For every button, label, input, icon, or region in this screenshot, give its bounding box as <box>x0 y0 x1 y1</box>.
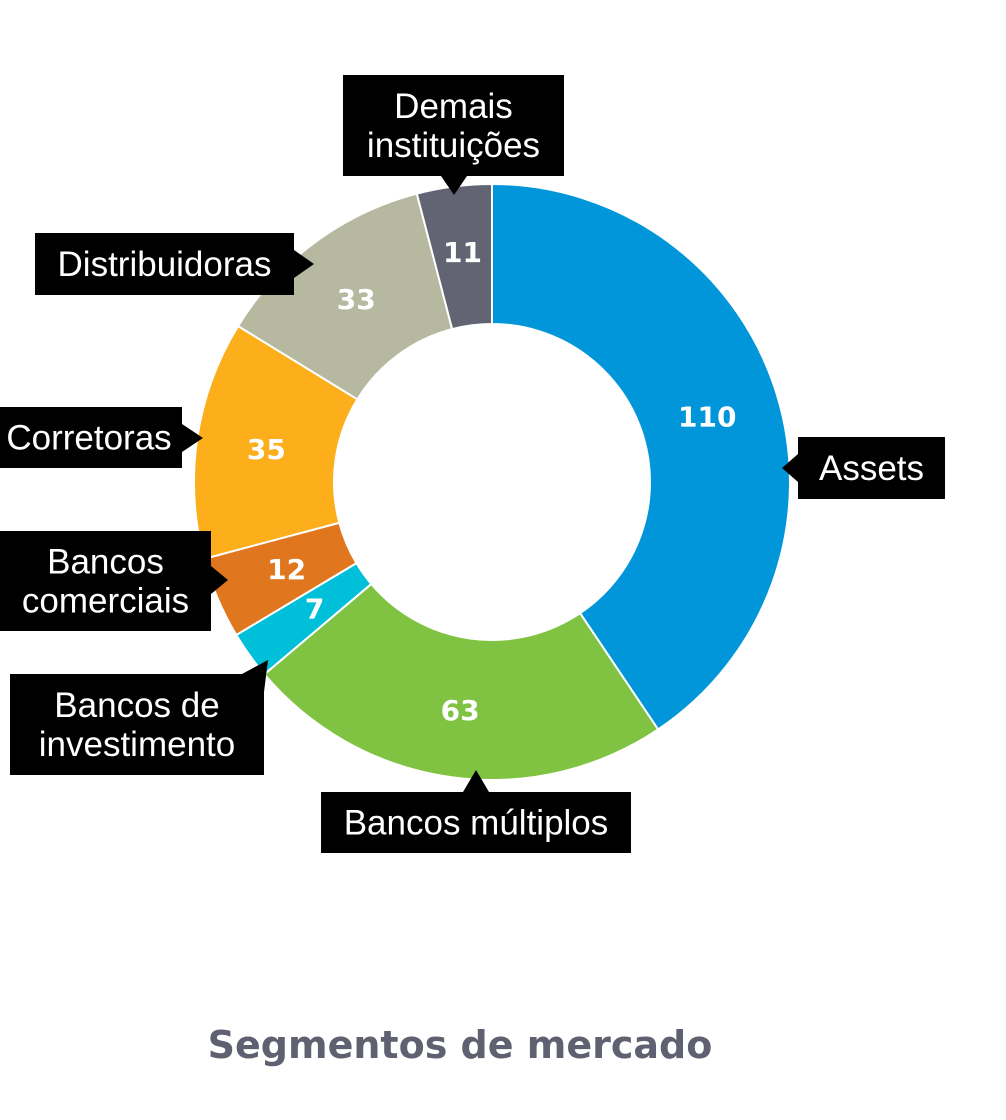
category-label: Bancos <box>47 543 164 582</box>
callout-pointer <box>782 454 798 482</box>
value-labels: 110 63 7 12 35 33 11 <box>247 236 737 727</box>
callout-box <box>321 792 631 853</box>
callout-box <box>798 437 945 499</box>
callout-pointer <box>242 660 268 692</box>
callout-box <box>10 674 264 775</box>
category-label: Bancos de <box>54 686 219 725</box>
value-label: 63 <box>441 694 480 727</box>
callout-box <box>35 233 294 295</box>
callout-corretoras: Corretoras <box>0 407 203 468</box>
callout-pointer <box>294 250 314 278</box>
callout-box <box>343 75 564 176</box>
callout-assets: Assets <box>782 437 945 499</box>
category-label: Demais <box>394 87 513 126</box>
donut-slices <box>193 182 791 781</box>
category-label: Distribuidoras <box>58 245 272 284</box>
callout-box <box>0 407 182 468</box>
callout-pointer <box>211 566 228 594</box>
callout-pointer <box>182 424 203 452</box>
callout-distribuidoras: Distribuidoras <box>35 233 314 295</box>
category-label: comerciais <box>22 582 189 621</box>
value-label: 11 <box>443 236 482 269</box>
callout-pointer <box>441 176 467 195</box>
slice-bancos-m-ltiplos <box>262 582 660 781</box>
category-label: Bancos múltiplos <box>344 804 609 843</box>
category-label: instituições <box>367 126 540 165</box>
value-label: 35 <box>247 433 286 466</box>
chart-caption: Segmentos de mercado <box>208 1023 713 1067</box>
value-label: 110 <box>678 400 736 433</box>
slice-demais-institui-es <box>415 182 493 331</box>
slice-assets <box>491 182 791 731</box>
callout-bancos-m-ltiplos: Bancos múltiplos <box>321 770 631 853</box>
value-label: 7 <box>305 593 324 626</box>
value-label: 12 <box>267 553 306 586</box>
category-label: Assets <box>819 449 924 488</box>
callout-box <box>0 531 211 631</box>
callout-pointer <box>463 770 489 792</box>
value-label: 33 <box>337 283 376 316</box>
category-label: Corretoras <box>6 419 171 458</box>
category-callouts: Assets Bancos múltiplos Bancos deinvestime… <box>0 75 945 853</box>
category-label: investimento <box>39 725 235 764</box>
